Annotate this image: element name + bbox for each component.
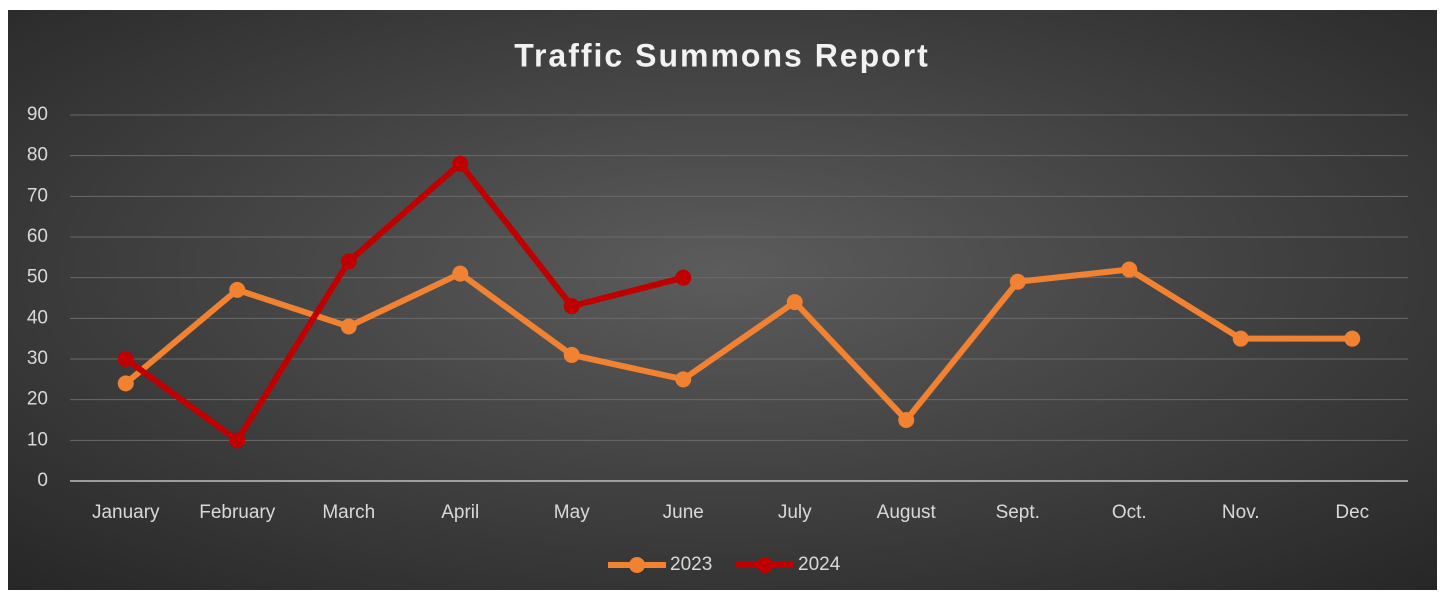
data-point — [452, 265, 469, 282]
x-tick-label: Sept. — [996, 502, 1040, 523]
data-point — [1121, 261, 1138, 278]
legend-label: 2024 — [798, 554, 841, 575]
series-line — [122, 160, 687, 444]
x-tick-label: August — [877, 502, 937, 523]
data-point — [1344, 330, 1361, 347]
data-point — [563, 346, 580, 363]
data-point — [340, 253, 357, 270]
y-tick-label: 70 — [27, 185, 48, 206]
legend-marker — [757, 557, 773, 573]
x-tick-label: May — [554, 502, 590, 523]
data-point — [340, 318, 357, 335]
legend-marker — [629, 557, 645, 573]
data-point — [898, 412, 915, 428]
x-tick-label: Dec — [1335, 502, 1369, 523]
x-tick-label: Nov. — [1222, 502, 1260, 523]
data-point — [675, 269, 692, 286]
y-tick-label: 40 — [27, 307, 48, 328]
data-point — [675, 371, 692, 388]
y-tick-label: 0 — [37, 470, 48, 491]
data-point — [452, 155, 469, 172]
legend-label: 2023 — [670, 554, 712, 575]
x-tick-label: June — [663, 502, 704, 523]
chart-background — [8, 10, 1437, 590]
y-tick-label: 10 — [27, 429, 48, 450]
data-point — [117, 375, 134, 392]
data-point — [786, 294, 803, 311]
x-tick-label: Oct. — [1112, 502, 1147, 523]
y-tick-label: 90 — [27, 104, 48, 125]
x-tick-label: February — [199, 502, 276, 523]
y-tick-label: 80 — [27, 145, 48, 166]
y-tick-label: 50 — [27, 267, 48, 288]
x-tick-label: March — [322, 502, 375, 523]
x-tick-label: April — [441, 502, 479, 523]
data-point — [117, 351, 134, 367]
y-tick-label: 60 — [27, 226, 48, 247]
chart-title: Traffic Summons Report — [514, 37, 930, 73]
x-tick-label: January — [92, 502, 160, 523]
data-point — [563, 298, 580, 315]
data-point — [229, 432, 246, 449]
series-line — [122, 266, 1356, 423]
data-point — [1009, 273, 1026, 290]
y-tick-label: 30 — [27, 348, 48, 369]
x-tick-label: July — [778, 502, 812, 523]
y-tick-label: 20 — [27, 389, 48, 410]
data-point — [229, 281, 246, 298]
data-point — [1232, 330, 1249, 347]
